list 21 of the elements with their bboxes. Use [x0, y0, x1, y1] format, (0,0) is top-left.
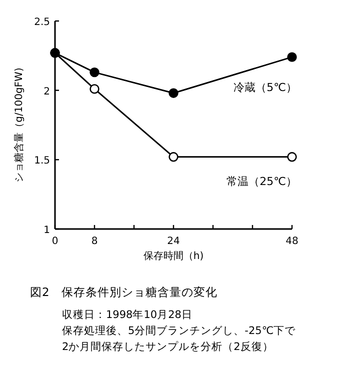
y-tick-label: 1: [44, 225, 50, 236]
point: [90, 84, 100, 94]
y-tick-label: 2.5: [34, 17, 50, 28]
y-tick-label: 2: [44, 86, 50, 98]
x-tick-label: 8: [91, 236, 98, 247]
x-tick-label: 24: [167, 236, 180, 247]
x-tick-label: 0: [52, 236, 58, 247]
point: [90, 67, 100, 78]
text: 保存処理後、5分間ブランチングし、-25℃下で 2か月間保存したサンプルを分析（2反復）: [62, 324, 297, 353]
text: 図2 保存条件別ショ糖含量の変化: [30, 285, 218, 299]
point: [287, 52, 297, 62]
x-axis-title: 保存時間（h): [143, 250, 204, 262]
text: 収穫日：1998年10月28日: [62, 308, 192, 321]
series-label: 冷蔵（5℃）: [234, 81, 297, 94]
y-axis-title: ショ糖含量（g/100gFW): [13, 68, 25, 182]
point: [168, 88, 178, 98]
point: [287, 152, 297, 162]
y-tick-label: 1.5: [34, 156, 50, 167]
x-tick-label: 48: [286, 236, 298, 247]
point: [168, 152, 178, 162]
series-label: 常温（25℃）: [226, 174, 297, 188]
